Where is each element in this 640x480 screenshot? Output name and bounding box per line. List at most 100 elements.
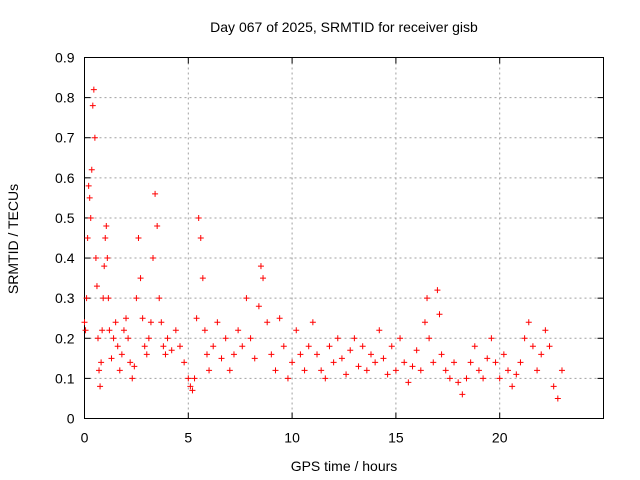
data-point xyxy=(538,351,545,358)
x-tick-label: 5 xyxy=(184,430,192,446)
data-point xyxy=(210,343,217,350)
data-point xyxy=(181,359,188,366)
data-point xyxy=(505,367,512,374)
data-point xyxy=(554,395,561,402)
data-point xyxy=(125,335,132,342)
data-point xyxy=(168,347,175,354)
data-point xyxy=(326,343,333,350)
data-point xyxy=(492,359,499,366)
data-point xyxy=(471,343,478,350)
data-point xyxy=(101,263,108,270)
data-point xyxy=(488,335,495,342)
data-point xyxy=(176,343,183,350)
data-point xyxy=(438,351,445,358)
data-point xyxy=(558,367,565,374)
data-point xyxy=(297,351,304,358)
data-point xyxy=(197,235,204,241)
data-point xyxy=(85,182,92,189)
data-point xyxy=(83,295,90,302)
data-point xyxy=(550,383,557,390)
data-point xyxy=(301,367,308,374)
data-point xyxy=(367,351,374,358)
data-point xyxy=(421,319,428,326)
x-tick-label: 20 xyxy=(492,430,508,446)
x-tick-label: 15 xyxy=(388,430,404,446)
data-point xyxy=(467,359,474,366)
y-tick-label: 0 xyxy=(67,411,75,427)
data-point xyxy=(86,194,93,201)
y-tick-label: 0.5 xyxy=(55,210,75,226)
data-point xyxy=(397,335,404,342)
data-point xyxy=(106,327,113,334)
data-point xyxy=(214,319,221,326)
data-point xyxy=(513,371,520,378)
data-point xyxy=(185,375,192,382)
data-point xyxy=(480,375,487,382)
data-point xyxy=(139,315,146,322)
y-tick-label: 0.1 xyxy=(55,370,75,386)
data-point xyxy=(521,335,528,342)
data-point xyxy=(434,287,441,294)
data-point xyxy=(218,355,225,362)
data-point xyxy=(92,255,99,262)
data-point xyxy=(187,383,194,390)
grid-lines xyxy=(84,57,604,419)
y-tick-label: 0.2 xyxy=(55,330,75,346)
data-points xyxy=(81,86,565,402)
data-point xyxy=(426,335,433,342)
data-point xyxy=(330,359,337,366)
y-tick-label: 0.4 xyxy=(55,250,75,266)
data-point xyxy=(201,327,208,334)
data-point xyxy=(235,327,242,334)
data-point xyxy=(455,379,462,386)
data-point xyxy=(110,335,117,342)
data-point xyxy=(154,222,161,229)
data-point xyxy=(442,367,449,374)
data-point xyxy=(484,355,491,362)
data-point xyxy=(534,367,541,374)
data-point xyxy=(334,335,341,342)
data-point xyxy=(343,371,350,378)
data-point xyxy=(112,319,119,326)
data-point xyxy=(380,355,387,362)
data-point xyxy=(451,359,458,366)
data-point xyxy=(276,315,283,322)
data-point xyxy=(81,319,88,326)
data-point xyxy=(206,367,213,374)
data-point xyxy=(150,255,157,262)
data-point xyxy=(475,367,482,374)
data-point xyxy=(195,214,202,221)
data-point xyxy=(372,359,379,366)
data-point xyxy=(247,335,254,342)
y-axis-label: SRMTID / TECUs xyxy=(5,184,21,294)
data-point xyxy=(147,319,154,326)
data-point xyxy=(309,319,316,326)
data-point xyxy=(424,295,431,302)
data-point xyxy=(268,351,275,358)
x-tick-label: 10 xyxy=(284,430,300,446)
data-point xyxy=(409,363,416,370)
y-tick-label: 0.6 xyxy=(55,170,75,186)
data-point xyxy=(351,335,358,342)
data-point xyxy=(314,351,321,358)
data-point xyxy=(116,367,123,374)
data-point xyxy=(359,343,366,350)
data-point xyxy=(120,327,127,334)
data-point xyxy=(338,355,345,362)
data-point xyxy=(84,235,91,241)
data-point xyxy=(542,327,549,334)
data-point xyxy=(517,359,524,366)
data-point xyxy=(91,134,98,141)
data-point xyxy=(430,359,437,366)
data-point xyxy=(347,347,354,354)
data-point xyxy=(260,275,267,282)
data-point xyxy=(99,327,106,334)
data-point xyxy=(392,367,399,374)
data-point xyxy=(436,311,443,318)
data-point xyxy=(103,222,110,229)
data-point xyxy=(96,367,103,374)
data-point xyxy=(133,295,140,302)
data-point xyxy=(413,347,420,354)
data-point xyxy=(118,351,125,358)
